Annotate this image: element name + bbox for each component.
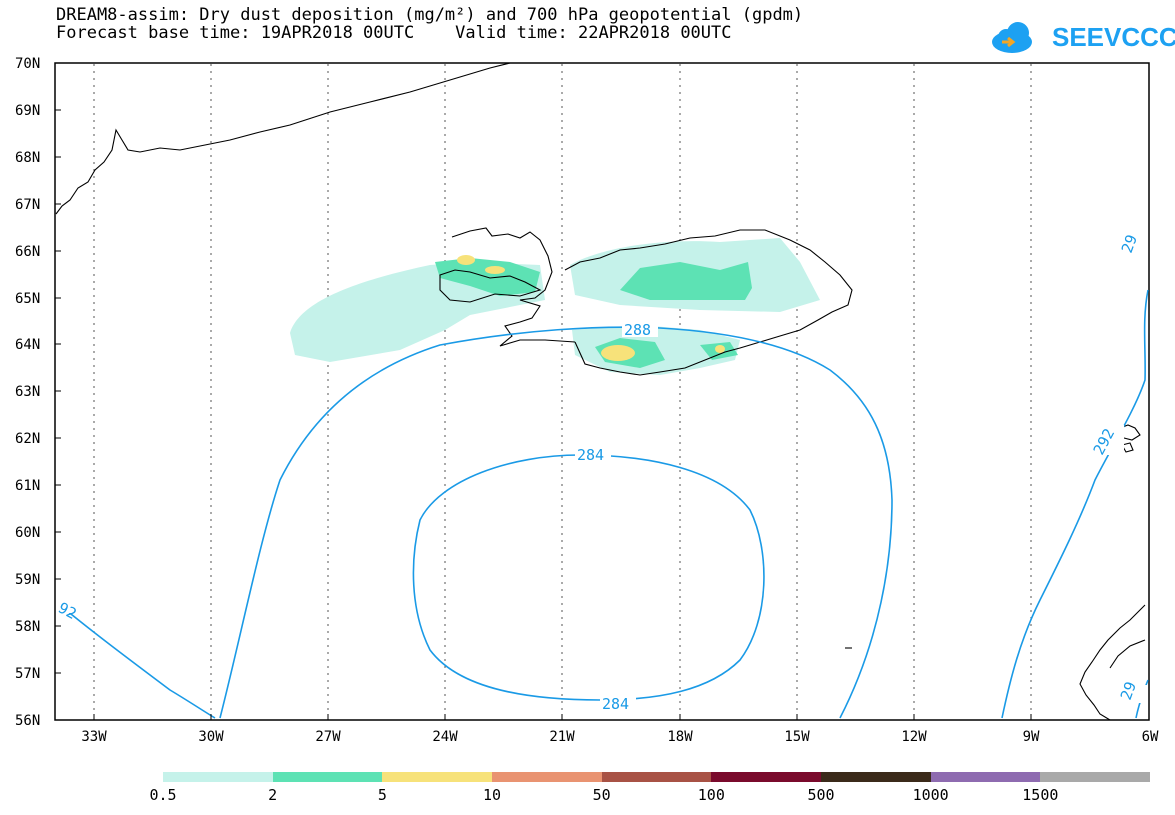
map-title: DREAM8-assim: Dry dust deposition (mg/m²…	[56, 5, 804, 25]
lon-label: 33W	[81, 729, 107, 745]
lat-label: 64N	[15, 337, 40, 353]
dust-core-north	[620, 262, 752, 300]
legend-swatch	[930, 772, 1041, 782]
lat-label: 67N	[15, 197, 40, 213]
lon-label: 6W	[1142, 729, 1159, 745]
contour-label-284-top-group: 284	[575, 446, 611, 464]
legend-swatch	[601, 772, 712, 782]
map-subtitle: Forecast base time: 19APR2018 00UTC Vali…	[56, 23, 732, 43]
scotland-north	[1079, 604, 1146, 721]
lon-label: 9W	[1023, 729, 1040, 745]
lon-label: 24W	[432, 729, 458, 745]
legend-label: 500	[807, 786, 835, 804]
dust-peak-westfjord	[457, 255, 475, 265]
lat-label: 69N	[15, 103, 40, 119]
contour-label-284-top: 284	[577, 446, 604, 464]
contour-292-right	[1001, 289, 1149, 719]
legend-swatch	[1040, 772, 1151, 782]
lon-label: 15W	[784, 729, 810, 745]
cloud-icon	[992, 22, 1032, 53]
greenland-coast	[55, 62, 511, 215]
dust-peak-east	[715, 345, 725, 353]
legend-label: 0.5	[149, 786, 177, 804]
legend-label: 50	[592, 786, 611, 804]
lat-label: 58N	[15, 619, 40, 635]
contour-label-284-bottom: 284	[602, 695, 629, 713]
lat-labels: 70N 69N 68N 67N 66N 65N 64N 63N 62N 61N …	[15, 56, 40, 729]
dust-peak-south	[601, 345, 635, 361]
contour-label-292-right-top-group: 29	[1118, 232, 1148, 256]
contour-label-292-right-low: 29	[1117, 679, 1140, 702]
color-legend	[163, 772, 1151, 782]
legend-swatch	[821, 772, 931, 782]
lat-label: 57N	[15, 666, 40, 682]
contour-label-284-bottom-group: 284	[600, 695, 636, 713]
legend-label: 1500	[1022, 786, 1059, 804]
lat-label: 66N	[15, 244, 40, 260]
lat-label: 56N	[15, 713, 40, 729]
contour-label-288-group: 288	[622, 321, 658, 339]
legend-swatch	[382, 772, 493, 782]
lon-label: 12W	[901, 729, 927, 745]
lat-label: 68N	[15, 150, 40, 166]
lon-label: 27W	[315, 729, 341, 745]
iceland-north-coast	[564, 229, 853, 376]
contour-label-292-right-low-group: 29	[1117, 679, 1148, 703]
legend-swatch	[163, 772, 273, 782]
lat-label: 60N	[15, 525, 40, 541]
logo-text: SEEVCCC	[1052, 22, 1175, 52]
legend-label: 100	[697, 786, 725, 804]
legend-label: 2	[268, 786, 278, 804]
lat-ticks	[55, 62, 61, 721]
coastlines	[55, 62, 1146, 721]
lat-label: 63N	[15, 384, 40, 400]
lon-ticks	[93, 714, 1032, 720]
lat-label: 65N	[15, 291, 40, 307]
contour-label-288: 288	[624, 321, 651, 339]
legend-swatch	[272, 772, 383, 782]
contour-label-292-right-top: 29	[1118, 232, 1141, 255]
legend-label: 1000	[912, 786, 949, 804]
contour-label-292-right-mid-group: 292	[1090, 425, 1124, 458]
legend-swatch	[492, 772, 602, 782]
lat-label: 70N	[15, 56, 40, 72]
lat-label: 61N	[15, 478, 40, 494]
dust-shading	[290, 238, 820, 375]
lon-label: 21W	[549, 729, 575, 745]
legend-label: 10	[482, 786, 502, 804]
plot-frame	[54, 62, 1150, 721]
lon-labels: 33W 30W 27W 24W 21W 18W 15W 12W 9W 6W	[81, 729, 1159, 745]
iceland-northwest-fjords	[439, 269, 542, 303]
contour-292-left	[59, 604, 216, 719]
lat-label: 59N	[15, 572, 40, 588]
lon-label: 18W	[667, 729, 693, 745]
legend-label: 5	[377, 786, 387, 804]
legend-swatch	[711, 772, 822, 782]
seevccc-logo	[992, 22, 1032, 53]
lat-label: 62N	[15, 431, 40, 447]
iceland-west-coast	[451, 227, 576, 347]
dust-peak-westfjord-2	[485, 266, 505, 274]
lon-label: 30W	[198, 729, 224, 745]
